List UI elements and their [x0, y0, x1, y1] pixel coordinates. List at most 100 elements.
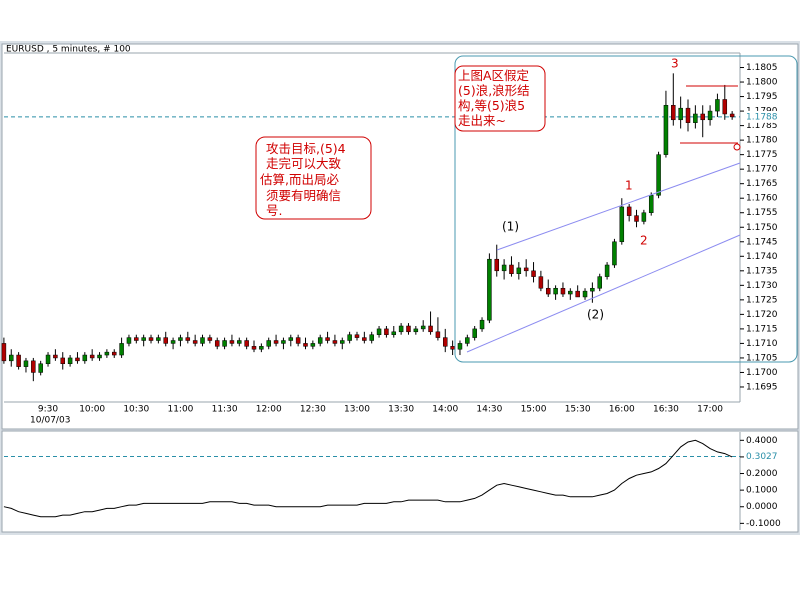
- y-tick-label: 1.1740: [746, 252, 778, 262]
- candle-body: [259, 346, 264, 350]
- callout-text: 估算,而出局必: [260, 172, 339, 187]
- candle-body: [156, 337, 161, 341]
- candle-body: [391, 331, 397, 335]
- x-tick-label: 13:30: [388, 405, 414, 415]
- candle-body: [222, 340, 227, 347]
- candle-body: [97, 354, 102, 359]
- y-tick-label: 1.1770: [746, 165, 778, 175]
- candle-body: [479, 319, 485, 330]
- x-tick-label: 12:00: [256, 405, 282, 415]
- candle-body: [288, 337, 294, 341]
- candle-body: [656, 154, 661, 196]
- y-tick-label: 0.1000: [746, 486, 778, 496]
- candle-body: [16, 354, 21, 367]
- candle-body: [141, 337, 146, 341]
- x-tick-label: 11:30: [212, 405, 238, 415]
- candle-body: [443, 337, 448, 347]
- y-tick-label: 1.1765: [746, 179, 778, 189]
- candle-body: [200, 337, 205, 344]
- candle-body: [295, 337, 301, 344]
- wave-label: 2: [640, 234, 648, 248]
- candle-body: [60, 357, 65, 364]
- candle-body: [715, 99, 720, 112]
- candle-body: [729, 113, 735, 118]
- y-tick-label: 1.1760: [746, 194, 778, 204]
- candle-body: [237, 340, 242, 344]
- candle-body: [420, 325, 426, 330]
- y-tick-label: 1.1805: [746, 63, 778, 73]
- candle-body: [707, 110, 713, 121]
- channel-line: [466, 234, 741, 353]
- candle-body: [148, 337, 154, 341]
- candle-body: [413, 328, 419, 333]
- candle-body: [362, 337, 367, 341]
- candle-body: [317, 337, 323, 344]
- candle-body: [685, 107, 691, 123]
- candle-body: [398, 325, 404, 333]
- x-tick-label: 13:00: [344, 405, 370, 415]
- candle-body: [435, 331, 441, 338]
- reference-label: 1.1788: [746, 112, 778, 122]
- candle-body: [582, 290, 588, 298]
- date-label: 10/07/03: [30, 416, 70, 426]
- callout-box: [454, 65, 546, 132]
- candle-body: [406, 325, 411, 333]
- y-tick-label: 1.1780: [746, 136, 778, 146]
- candle-body: [89, 354, 95, 359]
- marker: [733, 143, 741, 151]
- area-box: [454, 55, 798, 363]
- x-tick-label: 9:30: [38, 405, 58, 415]
- candle-body: [428, 325, 433, 333]
- candle-body: [612, 241, 617, 266]
- candle-body: [545, 287, 551, 295]
- candle-body: [126, 337, 132, 344]
- x-tick-label: 10:00: [79, 405, 105, 415]
- candle-body: [340, 340, 345, 344]
- callout-text: 走完可以大致: [266, 156, 342, 171]
- callout-text: 构,等(5)浪5: [458, 98, 525, 113]
- candle-body: [671, 105, 676, 121]
- y-tick-label: 1.1725: [746, 295, 778, 305]
- candle-body: [634, 215, 639, 222]
- candle-body: [693, 113, 698, 123]
- candle-body: [281, 340, 286, 344]
- candle-body: [251, 346, 257, 350]
- y-tick-label: 1.1710: [746, 339, 778, 349]
- candle-body: [604, 264, 610, 277]
- candle-body: [273, 340, 279, 344]
- candle-body: [23, 360, 29, 367]
- x-tick-label: 17:00: [697, 405, 723, 415]
- candle-body: [590, 287, 595, 292]
- indicator-line: [3, 439, 733, 518]
- candle-body: [509, 264, 514, 274]
- candle-body: [457, 343, 463, 350]
- y-tick-label: 1.1795: [746, 92, 778, 102]
- candle-body: [501, 264, 507, 272]
- x-tick-label: 15:30: [565, 405, 591, 415]
- price-label-bg: [745, 110, 785, 123]
- candle-body: [354, 334, 360, 338]
- candle-body: [303, 343, 308, 347]
- reference-label: 0.3027: [746, 452, 778, 462]
- candle-body: [178, 337, 183, 341]
- candle-body: [163, 337, 168, 344]
- x-tick-label: 10:30: [123, 405, 149, 415]
- wave-label: 3: [671, 57, 679, 71]
- plot: 1.1695 1.1700 1.1705 1.1710 1.1715 1.1720 1.17…: [1, 63, 785, 529]
- y-tick-label: 0.2000: [746, 469, 778, 479]
- candle-body: [192, 340, 198, 344]
- y-tick-label: 1.1695: [746, 382, 778, 392]
- candle-body: [347, 334, 352, 341]
- y-tick-label: 1.1755: [746, 208, 778, 218]
- main-panel: [1, 43, 799, 430]
- candle-body: [332, 340, 338, 344]
- candle-body: [626, 206, 632, 216]
- channel-line: [496, 162, 741, 251]
- candle-body: [516, 267, 522, 274]
- candle-body: [38, 363, 43, 373]
- y-tick-label: 1.1785: [746, 121, 778, 131]
- candle-body: [494, 258, 500, 272]
- y-tick-label: 1.1705: [746, 353, 778, 363]
- candle-body: [45, 354, 51, 364]
